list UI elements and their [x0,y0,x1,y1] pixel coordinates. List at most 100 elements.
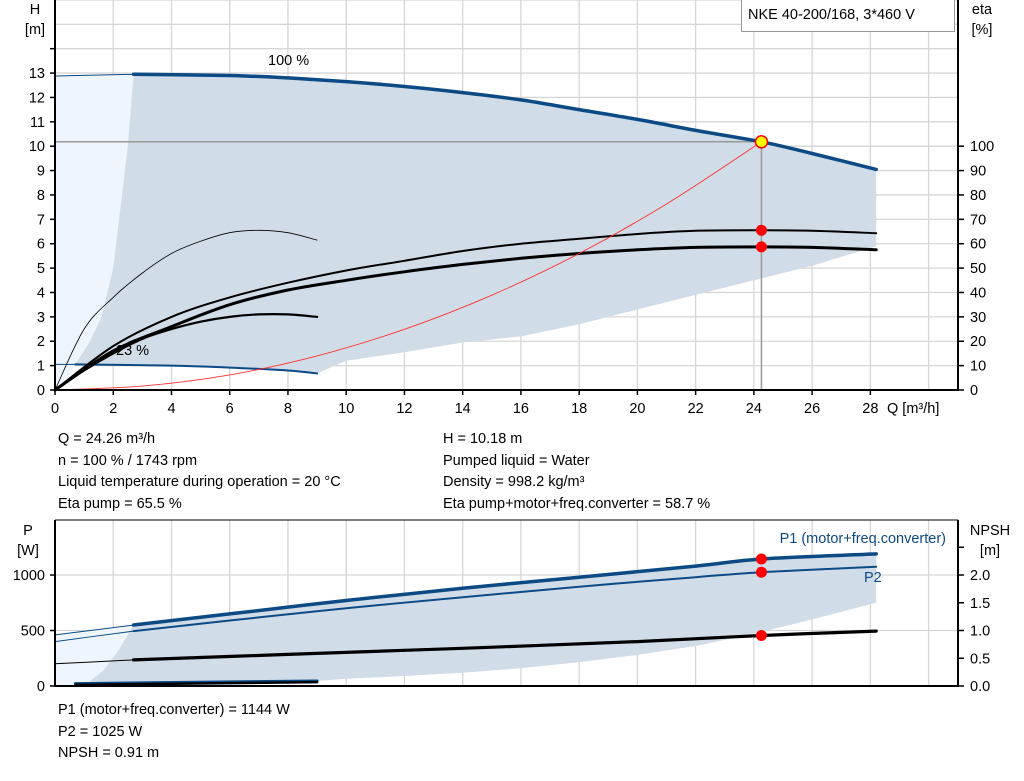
curve-NPSH_23 [74,680,319,687]
x-tick-label: 18 [571,401,587,417]
npsh-tick-label: 1.5 [970,596,990,612]
annotation-100-percent: 100 % [268,53,309,69]
x-tick-label: 28 [862,401,878,417]
curve-P1-extension [54,624,134,636]
y-tick-label: 7 [37,212,45,228]
y-tick-label: 10 [29,139,45,155]
y2-tick-label: 40 [970,285,986,301]
npsh-axis-unit: [m] [980,543,1000,559]
top-curves: 100 % 23 % [53,53,878,392]
info-temperature: Liquid temperature during operation = 20… [58,474,341,490]
pump-model-legend: NKE 40-200/168, 3*460 V [741,0,955,32]
eta-pump-point [755,224,767,236]
top-axes: 0123456789101112130102030405060708090100… [25,0,994,417]
y-tick-label: 6 [37,237,45,253]
curve-eta_pump_23 [54,229,318,391]
y2-axis-label: eta [972,2,993,18]
npsh-tick-label: 0.5 [970,651,990,667]
info-flow: Q = 24.26 m³/h [58,431,156,447]
curve-P2 [132,565,878,633]
npsh-tick-label: 2.0 [970,568,990,584]
area-light-low-flow [55,625,134,686]
area-operating-range [75,74,877,374]
duty-point [754,135,769,149]
y2-tick-label: 30 [970,310,986,326]
y2-tick-label: 50 [970,261,986,277]
eta-total-point [755,241,767,253]
curve-eta_total [53,245,878,392]
y-tick-label: 11 [30,115,45,131]
bottom-curves: P1 (motor+freq.converter) P2 [54,531,946,687]
info-liquid: Pumped liquid = Water [443,452,590,469]
x-tick-label: 14 [455,401,471,417]
info-speed: n = 100 % / 1743 rpm [58,452,198,469]
x-axis-label: Q [m³/h] [887,401,939,417]
bottom-axes: 0 500 1000 0.0 0.5 1.0 1.5 2.0 P [W] NPSH [m] [13,519,1010,695]
x-tick-label: 24 [746,401,762,417]
y2-tick-label: 10 [970,359,986,375]
x-tick-label: 12 [396,401,412,417]
area-operating-range [81,553,877,685]
info-left: Q = 24.26 m³/h n = 100 % / 1743 rpm Liqu… [58,429,341,515]
y2-tick-label: 60 [970,237,986,253]
p-tick-label: 0 [37,679,45,695]
p-axis-unit: [W] [17,543,39,559]
top-operating-area [55,74,877,391]
p-tick-label: 1000 [13,568,45,584]
y-tick-label: 5 [37,261,45,277]
info-head: H = 10.18 m [443,431,523,447]
info-density: Density = 998.2 kg/m³ [443,474,585,490]
y2-tick-label: 70 [970,212,986,228]
x-tick-label: 4 [167,401,175,417]
info-eta-total: Eta pump+motor+freq.converter = 58.7 % [443,495,711,512]
npsh-point [755,629,767,641]
npsh-tick-label: 0.0 [970,679,990,695]
area-light-low-flow [55,74,134,391]
y-tick-label: 0 [37,383,45,399]
y2-tick-label: 20 [970,334,986,350]
y2-tick-label: 80 [970,188,986,204]
y-tick-label: 12 [29,90,45,106]
annotation-23-percent: 23 % [116,343,149,359]
info-p1: P1 (motor+freq.converter) = 1144 W [58,702,290,718]
curve-eta_total_23 [53,313,319,392]
curve-head_100-extension [54,73,134,77]
y2-axis-unit: [%] [972,22,993,38]
info-bottom: P1 (motor+freq.converter) = 1144 W P2 = … [58,700,290,765]
x-tick-label: 20 [629,401,645,417]
curve-system [54,141,762,391]
curve-P2-extension [54,630,134,643]
curve-head_23 [74,363,319,375]
x-tick-label: 8 [284,401,292,417]
npsh-tick-label: 1.0 [970,624,990,640]
info-eta-pump: Eta pump = 65.5 % [58,495,182,512]
p-tick-label: 500 [21,624,45,640]
y-tick-label: 13 [29,66,45,82]
series-label-p1: P1 (motor+freq.converter) [780,531,946,547]
x-tick-label: 22 [688,401,704,417]
y-tick-label: 8 [37,188,45,204]
npsh-axis-label: NPSH [970,523,1010,539]
info-npsh: NPSH = 0.91 m [58,745,160,761]
curve-eta_pump [54,229,878,391]
y2-tick-label: 0 [970,383,978,399]
bottom-operating-area [55,553,877,686]
curve-NPSH-extension [54,659,134,665]
curve-P1 [131,552,878,627]
x-tick-label: 2 [109,401,117,417]
x-tick-label: 16 [513,401,529,417]
y-axis-label: H [30,2,40,18]
y-tick-label: 1 [37,359,45,375]
y2-tick-label: 100 [970,139,994,155]
p2-point [755,566,767,578]
y-tick-label: 9 [37,164,45,180]
x-tick-label: 0 [51,401,59,417]
info-right: H = 10.18 m Pumped liquid = Water Densit… [443,429,710,515]
series-label-p2: P2 [864,570,882,586]
x-tick-label: 10 [338,401,354,417]
y-axis-unit: [m] [25,22,45,38]
info-p2: P2 = 1025 W [58,723,143,740]
y-tick-label: 3 [37,310,45,326]
y2-tick-label: 90 [970,164,986,180]
